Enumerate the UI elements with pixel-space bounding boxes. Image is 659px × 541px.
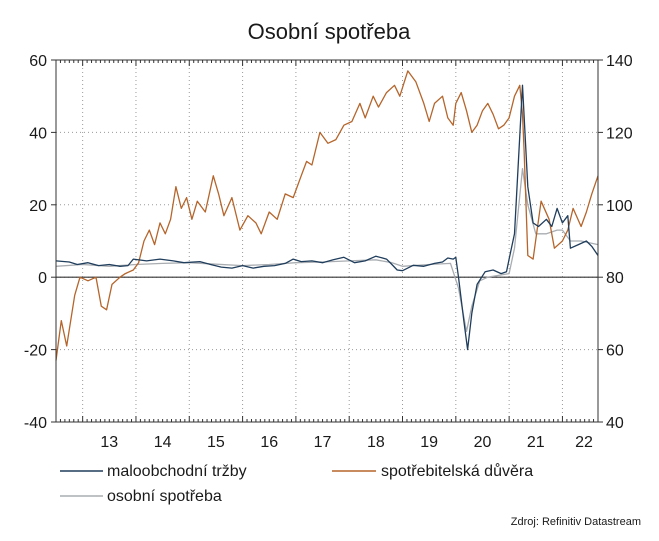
x-tick-label: 14 (154, 434, 172, 451)
y-tick-label-right: 60 (606, 343, 624, 360)
x-tick-label: 21 (527, 434, 545, 451)
source-note: Zdroj: Refinitiv Datastream (511, 516, 641, 528)
legend-label-osobni-spotreba: osobní spotřeba (107, 488, 222, 505)
axes: -40 40 -20 60 0 80 20 100 40 120 60 140 13 14 15 16 17 18… (24, 53, 633, 451)
legend: maloobchodní tržby spotřebitelská důvěra… (60, 462, 533, 505)
y-tick-label-left: 20 (29, 198, 47, 215)
series-lines (55, 70, 599, 361)
x-tick-label: 19 (420, 434, 438, 451)
chart-title: Osobní spotřeba (248, 19, 411, 44)
legend-label-spotrebitelska-duvera: spotřebitelská důvěra (381, 462, 533, 480)
x-tick-label: 18 (367, 434, 385, 451)
y-tick-label-right: 40 (606, 415, 624, 432)
y-tick-label-right: 140 (606, 53, 633, 70)
y-tick-label-right: 80 (606, 270, 624, 287)
series-line-0 (55, 84, 599, 351)
plot-area-frame (55, 59, 599, 423)
x-tick-label: 20 (474, 434, 492, 451)
legend-label-maloobchodni-trzby: maloobchodní tržby (107, 463, 247, 480)
grid (56, 60, 598, 422)
series-line-2 (55, 167, 599, 333)
x-tick-label: 22 (575, 434, 593, 451)
x-tick-label: 13 (100, 434, 118, 451)
y-tick-label-right: 100 (606, 198, 633, 215)
x-tick-label: 17 (314, 434, 332, 451)
x-tick-label: 15 (207, 434, 225, 451)
x-tick-label: 16 (260, 434, 278, 451)
y-tick-label-left: 0 (38, 270, 47, 287)
y-tick-label-left: 40 (29, 125, 47, 142)
y-tick-label-left: -40 (24, 415, 47, 432)
series-line-1 (55, 70, 599, 361)
y-tick-label-left: -20 (24, 343, 47, 360)
y-tick-label-left: 60 (29, 53, 47, 70)
y-tick-label-right: 120 (606, 125, 633, 142)
